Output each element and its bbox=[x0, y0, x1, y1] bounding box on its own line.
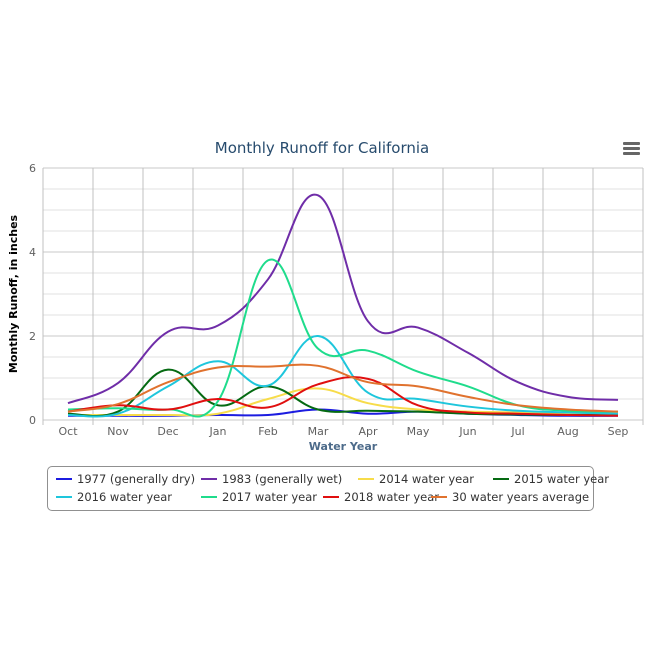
chart-title: Monthly Runoff for California bbox=[215, 139, 430, 157]
legend-label: 2015 water year bbox=[514, 472, 609, 486]
x-tick-label: Feb bbox=[258, 425, 277, 438]
x-axis-title: Water Year bbox=[309, 440, 378, 453]
x-tick-label: Apr bbox=[358, 425, 378, 438]
x-tick-label: May bbox=[407, 425, 430, 438]
x-tick-label: Aug bbox=[557, 425, 578, 438]
x-tick-label: Jun bbox=[458, 425, 476, 438]
hamburger-menu-icon[interactable] bbox=[623, 142, 640, 157]
legend-swatch bbox=[431, 496, 447, 498]
y-tick-label: 0 bbox=[29, 414, 36, 427]
legend-label: 2014 water year bbox=[379, 472, 474, 486]
legend-label: 2018 water year bbox=[344, 490, 439, 504]
legend-label: 2017 water year bbox=[222, 490, 317, 504]
legend-item[interactable]: 2017 water year bbox=[201, 490, 317, 504]
y-tick-label: 4 bbox=[29, 246, 36, 259]
y-tick-label: 2 bbox=[29, 330, 36, 343]
x-tick-label: Nov bbox=[107, 425, 129, 438]
legend-item[interactable]: 1977 (generally dry) bbox=[56, 472, 195, 486]
series-line-6[interactable] bbox=[67, 376, 619, 417]
legend-swatch bbox=[56, 478, 72, 480]
x-tick-label: Sep bbox=[608, 425, 629, 438]
legend-swatch bbox=[56, 496, 72, 498]
legend-swatch bbox=[201, 496, 217, 498]
legend-item[interactable]: 2015 water year bbox=[493, 472, 609, 486]
legend-label: 1977 (generally dry) bbox=[77, 472, 196, 486]
series-line-1[interactable] bbox=[67, 193, 619, 405]
legend-item[interactable]: 2016 water year bbox=[56, 490, 172, 504]
y-axis-title: Monthly Runoff, in inches bbox=[7, 214, 20, 373]
series-line-2[interactable] bbox=[68, 387, 619, 417]
legend-label: 2016 water year bbox=[77, 490, 172, 504]
legend-swatch bbox=[201, 478, 217, 480]
legend-label: 30 water years average bbox=[452, 490, 590, 504]
legend-swatch bbox=[323, 496, 339, 498]
x-tick-label: Jan bbox=[209, 425, 227, 438]
y-tick-label: 6 bbox=[29, 162, 36, 175]
legend: 1977 (generally dry) 1983 (generally wet)… bbox=[47, 466, 609, 511]
legend-swatch bbox=[358, 478, 374, 480]
x-tick-label: Oct bbox=[58, 425, 78, 438]
x-tick-label: Mar bbox=[308, 425, 329, 438]
legend-item[interactable]: 30 water years average bbox=[431, 490, 589, 504]
x-tick-label: Dec bbox=[157, 425, 178, 438]
legend-item[interactable]: 2014 water year bbox=[358, 472, 474, 486]
series-line-4[interactable] bbox=[67, 334, 619, 418]
legend-item[interactable]: 2018 water year bbox=[323, 490, 439, 504]
legend-swatch bbox=[493, 478, 509, 480]
legend-label: 1983 (generally wet) bbox=[222, 472, 343, 486]
series-line-7[interactable] bbox=[67, 363, 619, 413]
x-tick-label: Jul bbox=[510, 425, 524, 438]
legend-item[interactable]: 1983 (generally wet) bbox=[201, 472, 342, 486]
